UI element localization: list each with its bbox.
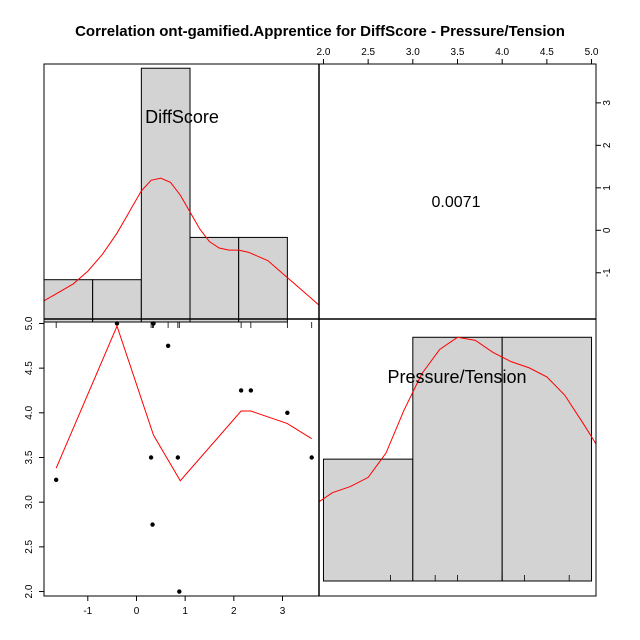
x-axis-tick-label: -1 (83, 606, 92, 617)
scatter-point (53, 477, 59, 483)
scatter-point (177, 589, 182, 594)
chart-title: Correlation ont-gamified.Apprentice for … (75, 23, 565, 40)
y-axis-tick-label: 2.0 (24, 584, 35, 598)
loess-curve (55, 324, 312, 482)
x-axis-tick-label: 2 (231, 606, 237, 617)
x-axis-tick-label: 3 (280, 606, 286, 617)
histogram-bar (501, 336, 593, 582)
y-axis-tick-label: 2.5 (24, 539, 35, 553)
variable-label-pressure: Pressure/Tension (387, 367, 526, 387)
histogram-bar (322, 458, 414, 582)
y-axis-tick-label: 4.0 (24, 405, 35, 419)
top-axis-tick-label: 2.0 (317, 47, 331, 58)
scatter-point (150, 522, 155, 527)
top-axis-tick-label: 4.0 (495, 47, 509, 58)
variable-label-diffscore: DiffScore (145, 107, 219, 127)
histogram-bar (238, 236, 288, 323)
density-curve (43, 177, 320, 306)
scatter-point (309, 455, 314, 460)
right-axis-tick-label: 3 (602, 100, 613, 106)
top-axis-tick-label: 4.5 (540, 47, 554, 58)
x-axis-tick-label: 0 (134, 606, 140, 617)
histogram-bar (189, 236, 240, 323)
top-axis-tick-label: 5.0 (585, 47, 599, 58)
scatter-point (165, 343, 171, 349)
right-axis-tick-label: -1 (602, 268, 613, 277)
histogram-bar (43, 279, 94, 323)
top-axis-tick-label: 3.0 (406, 47, 420, 58)
histogram-bar (140, 67, 191, 323)
scatter-point (114, 321, 120, 326)
scatter-point (285, 410, 290, 416)
y-axis-tick-label: 4.5 (24, 361, 35, 375)
histogram-bar (412, 336, 503, 582)
top-axis-tick-label: 2.5 (361, 47, 375, 58)
scatter-point (248, 388, 254, 393)
right-axis-tick-label: 1 (602, 185, 613, 191)
right-axis-tick-label: 0 (602, 227, 613, 233)
top-axis-tick-label: 3.5 (451, 47, 465, 58)
correlation-value: 0.0071 (432, 194, 481, 211)
density-curve (318, 336, 597, 503)
histogram-bar (92, 279, 142, 323)
scatter-point (151, 321, 156, 326)
plot-frame (43, 63, 597, 597)
y-axis-tick-label: 5.0 (24, 316, 35, 330)
scatter-point (175, 455, 181, 460)
y-axis-tick-label: 3.0 (24, 495, 35, 509)
scatter-point (148, 455, 154, 460)
scatter-point (238, 388, 244, 393)
right-axis-tick-label: 2 (602, 142, 613, 148)
y-axis-tick-label: 3.5 (24, 450, 35, 464)
x-axis-tick-label: 1 (182, 606, 188, 617)
